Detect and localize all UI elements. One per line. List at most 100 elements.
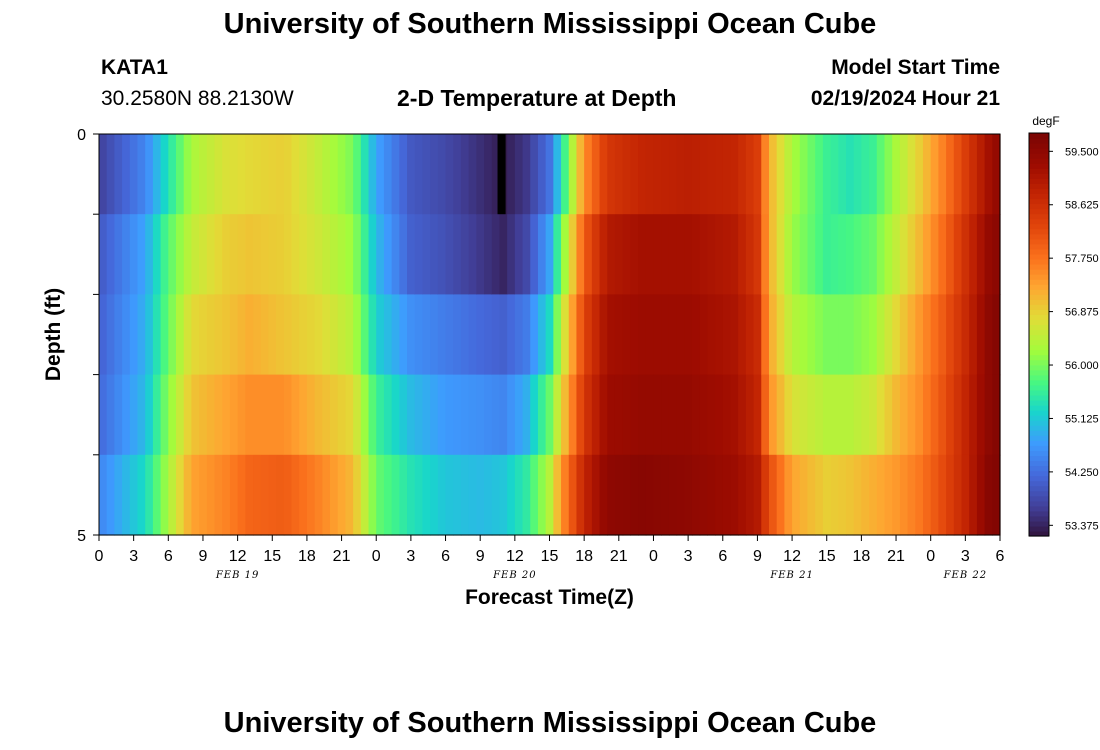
heatmap-cell [276, 134, 285, 215]
colorbar-strip [1029, 158, 1049, 164]
colorbar-strip [1029, 284, 1049, 290]
colorbar-strip [1029, 495, 1049, 502]
heatmap-cell [484, 454, 493, 536]
heatmap-cell [961, 294, 970, 376]
colorbar-strip [1029, 339, 1049, 346]
heatmap-cell [561, 214, 570, 295]
heatmap-cell [745, 374, 755, 456]
heatmap-cell [306, 294, 316, 376]
colorbar-tick-label: 57.750 [1065, 253, 1099, 265]
heatmap-cell [460, 374, 470, 456]
heatmap-cell [661, 214, 670, 295]
heatmap-cell [176, 294, 185, 376]
colorbar-strip [1029, 248, 1049, 255]
heatmap-cell [507, 454, 516, 536]
heatmap-cell [206, 374, 216, 456]
heatmap-cell [191, 214, 200, 295]
colorbar-strip [1029, 233, 1049, 240]
heatmap-cell [499, 214, 508, 295]
heatmap-cell [330, 214, 339, 295]
heatmap-cell [476, 214, 485, 295]
heatmap-cell [561, 134, 570, 215]
heatmap-cell [253, 374, 262, 456]
heatmap-cell [838, 214, 847, 295]
heatmap-cell [907, 294, 916, 376]
heatmap-cell [414, 374, 424, 456]
heatmap-cell [314, 454, 323, 536]
heatmap-cell [399, 454, 408, 536]
heatmap-cell [853, 134, 862, 215]
heatmap-cell [961, 454, 970, 536]
colorbar-strip [1029, 399, 1049, 406]
heatmap-cell [276, 294, 285, 376]
heatmap-cell [853, 374, 862, 456]
heatmap-cell [206, 214, 216, 295]
x-day-label: FEB 20 [492, 570, 537, 581]
heatmap-cell [176, 374, 185, 456]
heatmap-cell [422, 294, 431, 376]
heatmap-cell [938, 134, 947, 215]
colorbar-strip [1029, 349, 1049, 356]
heatmap-cell [653, 454, 662, 536]
heatmap-cell [368, 134, 377, 215]
heatmap-cell [930, 454, 939, 536]
heatmap-cell [391, 294, 400, 376]
colorbar-strip [1029, 384, 1049, 391]
heatmap-cell [491, 214, 501, 295]
heatmap-cell [922, 134, 932, 215]
heatmap-cell [730, 374, 739, 456]
heatmap-cell [222, 294, 231, 376]
heatmap-cell [160, 214, 169, 295]
heatmap-cell [876, 454, 886, 536]
heatmap-cell [730, 214, 739, 295]
colorbar-strip [1029, 500, 1049, 507]
heatmap-cell [276, 454, 285, 536]
heatmap-cell [522, 134, 531, 215]
colorbar-strip [1029, 183, 1049, 190]
heatmap-cell [961, 374, 970, 456]
heatmap-cell [407, 374, 416, 456]
heatmap-cell [676, 294, 685, 376]
heatmap-cell [745, 134, 755, 215]
heatmap-cell [345, 214, 354, 295]
heatmap-cell [699, 454, 708, 536]
heatmap-cell [222, 134, 231, 215]
heatmap-cell [584, 454, 593, 536]
heatmap-cell [676, 374, 685, 456]
heatmap-cell [114, 294, 123, 376]
heatmap-cell [306, 374, 316, 456]
heatmap-cell [399, 374, 408, 456]
colorbar-strip [1029, 133, 1049, 139]
heatmap-cell [584, 214, 593, 295]
heatmap-cell [622, 374, 631, 456]
heatmap-cell [383, 454, 393, 536]
heatmap-cell [129, 294, 139, 376]
heatmap-cell [152, 454, 162, 536]
colorbar-strip [1029, 253, 1049, 260]
colorbar-strip [1029, 238, 1049, 245]
heatmap-cell [206, 454, 216, 536]
heatmap-cell [137, 134, 146, 215]
heatmap-cell [622, 294, 631, 376]
heatmap-cell [715, 454, 724, 536]
heatmap-cell [899, 374, 909, 456]
colorbar-tick-label: 59.500 [1065, 146, 1099, 158]
heatmap-cell [892, 214, 901, 295]
heatmap-cell [337, 214, 347, 295]
heatmap-cell [707, 374, 716, 456]
x-tick-label: 0 [649, 548, 658, 565]
heatmap-cell [253, 214, 262, 295]
heatmap-cell [553, 374, 562, 456]
temperature-heatmap-chart: 05 0 3 6 9 12 15 18 21 0 3 6 9 12 15 18 21 0 3 6 9 12 15 18 21 0… [42, 114, 1099, 609]
heatmap-cell [353, 214, 362, 295]
heatmap-cell [514, 294, 524, 376]
heatmap-cell [360, 134, 370, 215]
heatmap-cell [176, 134, 185, 215]
heatmap-cell [491, 294, 501, 376]
y-tick-label: 5 [77, 528, 86, 545]
colorbar-strip [1029, 505, 1049, 512]
x-tick-label: 15 [263, 548, 281, 565]
heatmap-cell [869, 454, 878, 536]
colorbar-strip [1029, 515, 1049, 522]
colorbar-strip [1029, 359, 1049, 366]
